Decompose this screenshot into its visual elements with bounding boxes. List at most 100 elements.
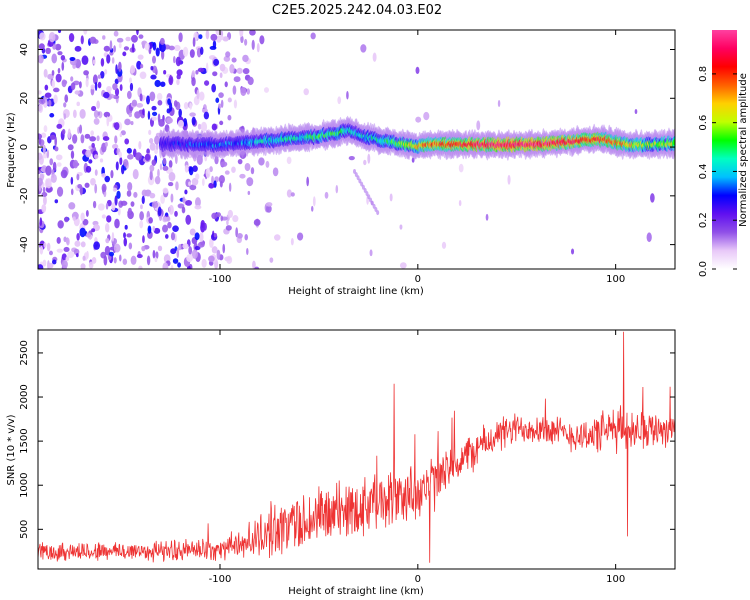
spectrogram-cell <box>54 43 62 51</box>
spectrogram-cell <box>76 101 80 107</box>
snr-y-axis: 500 1000 1500 2000 2500 <box>19 340 675 539</box>
spectrogram-cell <box>105 237 110 244</box>
spectrogram-cell <box>211 175 214 184</box>
spectrogram-cell <box>42 259 47 267</box>
spectrogram-cell <box>57 220 64 229</box>
spectrogram-cell <box>246 248 249 255</box>
spectrogram-cell <box>97 81 102 89</box>
spectrogram-cell <box>157 99 163 106</box>
spectrogram-cell <box>258 157 265 166</box>
spectrogram-cell <box>128 112 132 118</box>
spectrogram-cell <box>136 60 142 70</box>
spectrogram-cell <box>113 257 117 264</box>
spectrogram-cell <box>101 214 106 219</box>
colorbar-strip <box>712 30 737 269</box>
spectrogram-cell <box>227 209 234 218</box>
spectrogram-cell <box>129 82 134 92</box>
spectrogram-cell <box>114 218 120 229</box>
spectrogram-cell <box>38 43 45 50</box>
y-tick-label: 1000 <box>19 472 30 497</box>
spectrogram-cell <box>189 49 195 58</box>
spectrogram-cell <box>39 245 44 255</box>
spectrogram-cell <box>215 30 221 36</box>
spectrogram-cell <box>70 176 74 185</box>
spectrogram-cell <box>74 240 81 247</box>
spectrogram-cell <box>120 130 126 136</box>
spectrogram-cell <box>209 238 214 248</box>
spectrogram-cell <box>218 92 224 99</box>
spectrogram-cell <box>151 55 157 64</box>
spectrogram-cell <box>119 132 123 138</box>
spectrogram-cell <box>84 133 91 139</box>
spectrogram-cell <box>89 136 97 142</box>
spectrogram-cell <box>97 111 101 116</box>
spectrogram-cell <box>213 58 220 66</box>
spectrogram-cell <box>153 227 161 234</box>
spectrogram-cell <box>158 118 165 127</box>
spectrogram-cell <box>79 108 86 119</box>
spectrogram-cell <box>123 237 128 247</box>
spectrogram-cell <box>166 117 173 124</box>
spectrogram-cell <box>159 42 166 53</box>
spectrogram-cell <box>354 172 358 178</box>
spectrogram-cell <box>306 176 309 187</box>
spectrogram-cell <box>74 45 82 52</box>
spectrogram-cell <box>211 123 218 131</box>
spectrogram-cell <box>244 162 251 172</box>
spectrogram-cell <box>69 56 76 61</box>
spectrogram-cell <box>151 201 159 209</box>
spectrogram-frame <box>37 29 676 270</box>
spectrogram-cell <box>83 70 89 76</box>
spectrogram-cell <box>269 257 274 263</box>
y-tick-label: 40 <box>19 43 30 56</box>
spectrogram-cell <box>63 246 70 253</box>
spectrogram-cell <box>68 33 75 43</box>
spectrogram-cell <box>178 108 182 118</box>
spectrogram-cell <box>265 202 273 207</box>
spectrogram-cell <box>42 144 46 155</box>
spectrogram-cell <box>155 142 159 150</box>
spectrogram-cell <box>100 70 105 79</box>
spectrogram-cell <box>218 175 225 184</box>
spectrogram-cell <box>128 242 133 250</box>
spectrogram-cell <box>85 77 89 88</box>
snr-x-label: Height of straight line (km) <box>288 586 424 597</box>
spectrogram-cell <box>162 262 169 269</box>
spectrogram-cell <box>105 222 110 233</box>
spectrogram-cell <box>61 128 66 135</box>
spectrogram-cell <box>70 82 76 91</box>
spectrogram-cell <box>90 130 95 136</box>
spectrogram-cell <box>126 190 132 197</box>
spectrogram-cell <box>55 73 62 83</box>
spectrogram-cell <box>172 258 179 264</box>
spectrogram-cell <box>88 159 93 164</box>
spectrogram-cell <box>80 212 85 222</box>
spectrogram-cell <box>205 168 211 179</box>
spectrogram-cell <box>91 228 96 233</box>
spectrogram-cell <box>415 116 422 123</box>
spectrogram-cell <box>197 67 205 73</box>
spectrogram-cell <box>229 63 235 74</box>
spectrogram-cell <box>173 100 178 108</box>
spectrogram-cell <box>142 235 145 244</box>
spectrogram-cell <box>174 153 178 165</box>
colorbar-tick-label: 0.4 <box>698 163 709 179</box>
spectrogram-cell <box>246 88 251 95</box>
spectrogram-cell <box>70 188 74 196</box>
spectrogram-x-label: Height of straight line (km) <box>288 286 424 297</box>
spectrogram-cell <box>120 200 128 206</box>
spectrogram-cell <box>476 120 481 131</box>
y-tick-label: -40 <box>19 236 30 252</box>
spectrogram-cell <box>166 108 171 114</box>
spectrogram-cell <box>165 234 169 239</box>
spectrogram-cell <box>233 76 241 83</box>
spectrogram-cell <box>43 68 48 78</box>
spectrogram-cell <box>228 182 232 192</box>
spectrogram-cell <box>147 225 152 234</box>
spectrogram-cell <box>94 81 98 91</box>
spectrogram-cell <box>286 189 292 198</box>
spectrogram-cell <box>166 216 171 222</box>
spectrogram-cell <box>56 162 62 167</box>
spectrogram-cell <box>77 184 82 189</box>
spectrogram-ridge <box>158 115 675 161</box>
